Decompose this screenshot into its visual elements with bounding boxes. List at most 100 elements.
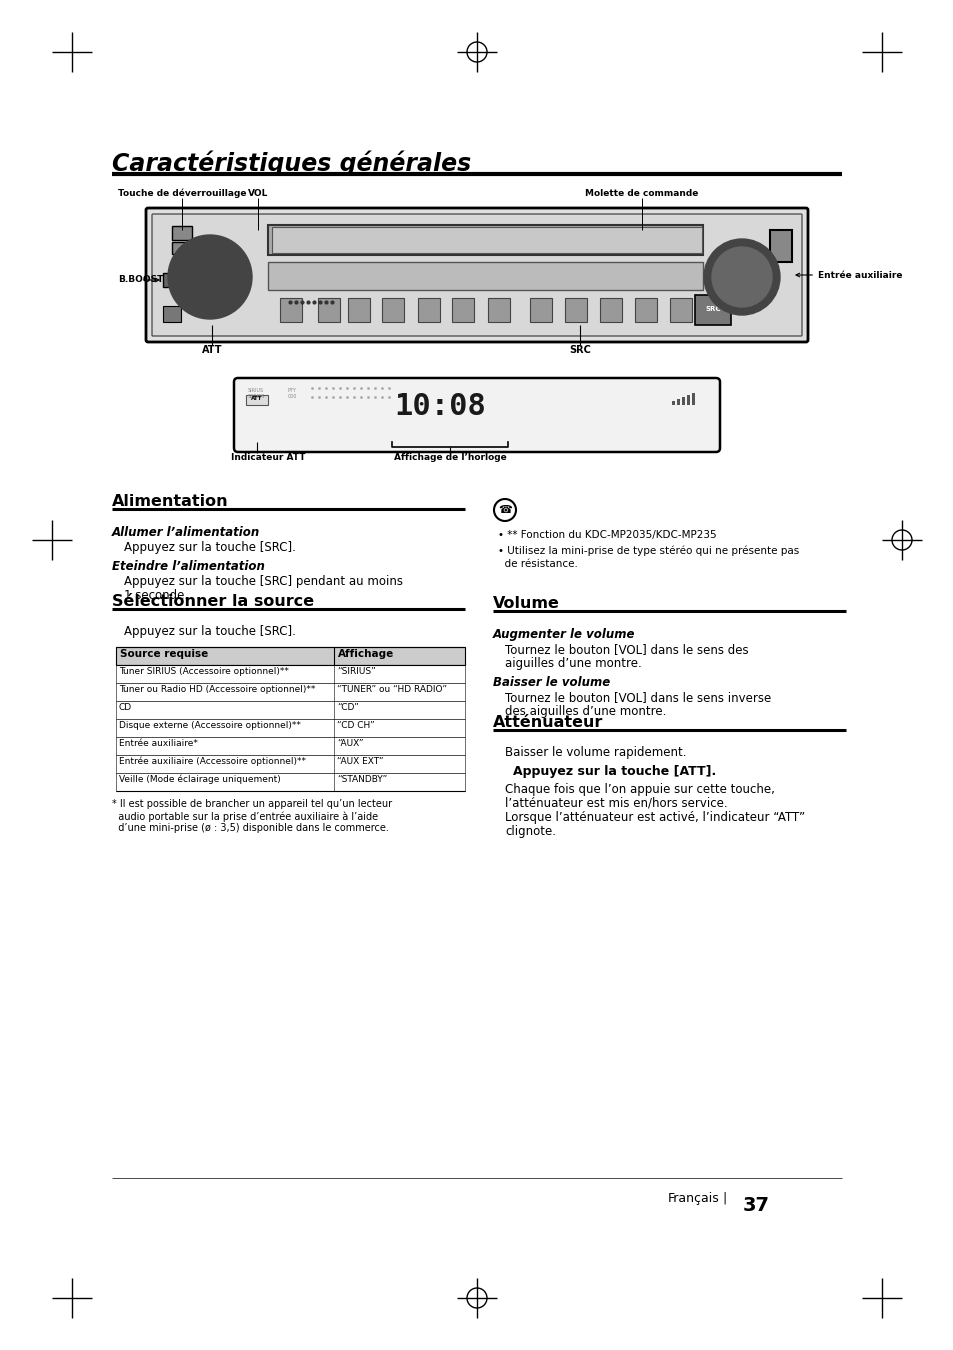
Bar <box>669 298 691 323</box>
Text: |: | <box>722 1192 726 1206</box>
Text: Touche de déverrouillage: Touche de déverrouillage <box>117 189 246 198</box>
Text: Indicateur ATT: Indicateur ATT <box>231 454 305 462</box>
Text: Français: Français <box>667 1192 720 1206</box>
Text: Chaque fois que l’on appuie sur cette touche,: Chaque fois que l’on appuie sur cette to… <box>504 783 774 796</box>
Circle shape <box>175 243 244 310</box>
Text: Baisser le volume: Baisser le volume <box>493 676 610 688</box>
Bar <box>488 298 510 323</box>
FancyBboxPatch shape <box>233 378 720 452</box>
Bar <box>280 298 302 323</box>
Circle shape <box>711 247 771 306</box>
Circle shape <box>703 239 780 315</box>
Text: Entrée auxiliaire (Accessoire optionnel)**: Entrée auxiliaire (Accessoire optionnel)… <box>119 757 306 767</box>
Text: SIRIUS
SERIES: SIRIUS SERIES <box>248 387 265 398</box>
Text: Allumer l’alimentation: Allumer l’alimentation <box>112 526 260 539</box>
Text: Entrée auxiliaire: Entrée auxiliaire <box>795 270 902 279</box>
Circle shape <box>195 263 224 292</box>
Bar <box>246 396 268 405</box>
Circle shape <box>168 235 252 319</box>
Bar <box>268 225 702 255</box>
Bar <box>677 400 679 405</box>
Text: Appuyez sur la touche [ATT].: Appuyez sur la touche [ATT]. <box>513 765 716 778</box>
Text: clignote.: clignote. <box>504 825 556 838</box>
Text: “STANDBY”: “STANDBY” <box>336 775 387 784</box>
Circle shape <box>738 273 745 281</box>
FancyBboxPatch shape <box>146 208 807 342</box>
Bar <box>417 298 439 323</box>
Bar <box>163 306 181 323</box>
Text: * Il est possible de brancher un appareil tel qu’un lecteur: * Il est possible de brancher un apparei… <box>112 799 392 809</box>
Text: ATT: ATT <box>251 397 262 401</box>
Text: Atténuateur: Atténuateur <box>493 716 602 730</box>
Text: • ** Fonction du KDC-MP2035/KDC-MP235: • ** Fonction du KDC-MP2035/KDC-MP235 <box>497 531 716 540</box>
Text: Caractéristiques générales: Caractéristiques générales <box>112 150 471 176</box>
Bar <box>769 230 791 262</box>
Bar <box>116 720 464 737</box>
Text: “CD CH”: “CD CH” <box>336 721 375 730</box>
FancyBboxPatch shape <box>152 215 801 336</box>
Text: ☎: ☎ <box>497 505 512 514</box>
Circle shape <box>186 252 233 301</box>
Text: Tournez le bouton [VOL] dans le sens inverse: Tournez le bouton [VOL] dans le sens inv… <box>504 691 770 703</box>
Text: Appuyez sur la touche [SRC] pendant au moins: Appuyez sur la touche [SRC] pendant au m… <box>124 575 402 589</box>
Text: Source requise: Source requise <box>120 649 208 659</box>
Bar <box>116 737 464 755</box>
Bar <box>599 298 621 323</box>
Text: Alimentation: Alimentation <box>112 494 229 509</box>
Bar <box>348 298 370 323</box>
Bar <box>635 298 657 323</box>
Bar <box>681 397 684 405</box>
Bar <box>116 683 464 701</box>
Bar <box>381 298 403 323</box>
Text: ATT: ATT <box>201 346 222 355</box>
Bar <box>163 273 185 288</box>
Text: Affichage: Affichage <box>337 649 394 659</box>
Text: l’atténuateur est mis en/hors service.: l’atténuateur est mis en/hors service. <box>504 796 727 810</box>
Text: Volume: Volume <box>493 595 559 612</box>
Circle shape <box>731 267 751 288</box>
Text: “AUX”: “AUX” <box>336 738 363 748</box>
Text: PTY
000: PTY 000 <box>288 387 297 398</box>
Bar <box>272 227 701 252</box>
Text: “TUNER” ou “HD RADIO”: “TUNER” ou “HD RADIO” <box>336 684 447 694</box>
Bar <box>317 298 339 323</box>
Text: Tuner SIRIUS (Accessoire optionnel)**: Tuner SIRIUS (Accessoire optionnel)** <box>119 667 289 676</box>
Text: Tuner ou Radio HD (Accessoire optionnel)**: Tuner ou Radio HD (Accessoire optionnel)… <box>119 684 315 694</box>
Text: Lorsque l’atténuateur est activé, l’indicateur “ATT”: Lorsque l’atténuateur est activé, l’indi… <box>504 811 804 824</box>
Bar <box>530 298 552 323</box>
Text: audio portable sur la prise d’entrée auxiliaire à l’aide: audio portable sur la prise d’entrée aux… <box>112 811 377 822</box>
Text: Eteindre l’alimentation: Eteindre l’alimentation <box>112 560 265 572</box>
Bar <box>564 298 586 323</box>
Text: B.BOOST: B.BOOST <box>118 275 163 285</box>
Text: “SIRIUS”: “SIRIUS” <box>336 667 375 676</box>
Text: Affichage de l’horloge: Affichage de l’horloge <box>394 454 506 462</box>
Text: 1 seconde.: 1 seconde. <box>124 589 188 602</box>
Text: Entrée auxiliaire*: Entrée auxiliaire* <box>119 738 197 748</box>
Text: d’une mini-prise (ø : 3,5) disponible dans le commerce.: d’une mini-prise (ø : 3,5) disponible da… <box>112 824 389 833</box>
Text: • Utilisez la mini-prise de type stéréo qui ne présente pas: • Utilisez la mini-prise de type stéréo … <box>497 545 799 555</box>
Text: 37: 37 <box>741 1196 769 1215</box>
Bar <box>116 755 464 774</box>
Text: Sélectionner la source: Sélectionner la source <box>112 594 314 609</box>
Text: 10:08: 10:08 <box>394 392 485 421</box>
Bar <box>691 393 695 405</box>
Text: “CD”: “CD” <box>336 703 358 711</box>
Bar <box>116 647 464 666</box>
Bar <box>116 701 464 720</box>
Text: Baisser le volume rapidement.: Baisser le volume rapidement. <box>504 747 686 759</box>
Text: aiguilles d’une montre.: aiguilles d’une montre. <box>504 657 641 670</box>
Bar <box>172 225 192 240</box>
Text: SRC: SRC <box>704 306 720 312</box>
Text: des aiguilles d’une montre.: des aiguilles d’une montre. <box>504 705 666 718</box>
Circle shape <box>721 256 761 297</box>
Bar <box>116 774 464 791</box>
Bar <box>686 396 689 405</box>
Bar <box>116 666 464 683</box>
Bar <box>671 401 675 405</box>
Circle shape <box>204 271 215 284</box>
Text: Molette de commande: Molette de commande <box>585 189 698 198</box>
Bar <box>452 298 474 323</box>
Text: VOL: VOL <box>248 189 268 198</box>
Text: Tournez le bouton [VOL] dans le sens des: Tournez le bouton [VOL] dans le sens des <box>504 643 748 656</box>
Text: de résistance.: de résistance. <box>497 559 578 568</box>
